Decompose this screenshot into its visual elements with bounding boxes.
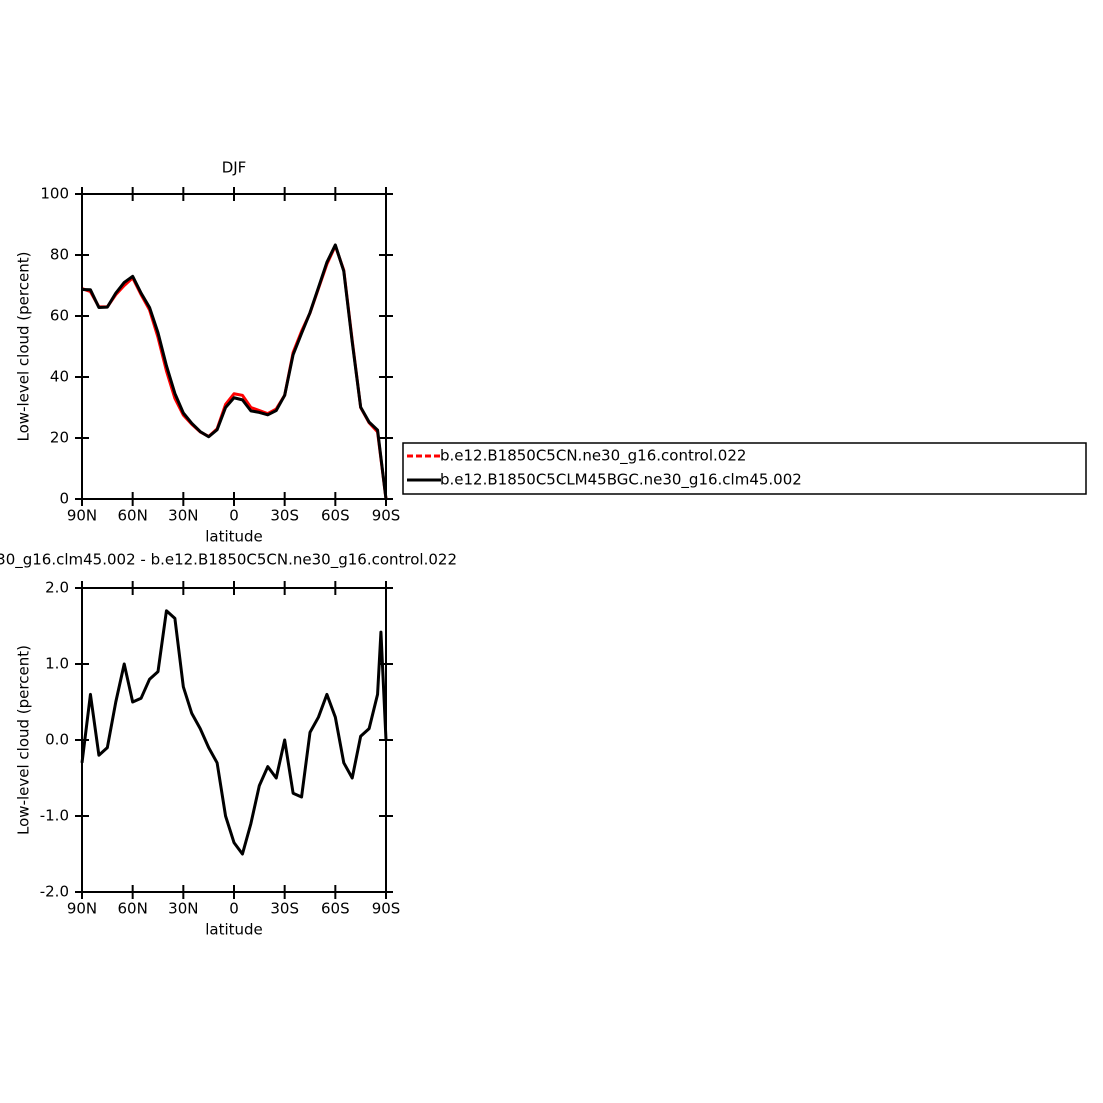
data-line: [80, 609, 388, 856]
y-axis-label: Low-level cloud (percent): [15, 645, 33, 835]
x-tick-label: 90S: [372, 507, 401, 525]
y-tick-label: 2.0: [45, 579, 69, 597]
x-tick-label: 0: [229, 507, 239, 525]
x-tick-label: 60N: [118, 507, 148, 525]
chart-title: DJF: [222, 159, 247, 177]
x-tick-label: 60N: [118, 900, 148, 918]
x-tick-label: 30S: [270, 507, 299, 525]
y-tick-label: -2.0: [40, 883, 69, 901]
legend-label: b.e12.B1850C5CLM45BGC.ne30_g16.clm45.002: [440, 471, 802, 490]
y-axis-label: Low-level cloud (percent): [15, 252, 33, 442]
x-tick-label: 0: [229, 900, 239, 918]
y-tick-label: 40: [50, 368, 69, 386]
y-tick-label: 60: [50, 307, 69, 325]
legend-box: [402, 442, 1087, 495]
x-tick-label: 30S: [270, 900, 299, 918]
legend-label: b.e12.B1850C5CN.ne30_g16.control.022: [440, 447, 746, 466]
x-axis-label: latitude: [205, 921, 263, 939]
y-tick-label: 0: [59, 490, 69, 508]
x-tick-label: 30N: [168, 900, 198, 918]
y-tick-label: 1.0: [45, 655, 69, 673]
y-tick-label: 80: [50, 246, 69, 264]
x-tick-label: 90S: [372, 900, 401, 918]
x-tick-label: 30N: [168, 507, 198, 525]
y-tick-label: 0.0: [45, 731, 69, 749]
x-tick-label: 60S: [321, 900, 350, 918]
x-tick-label: 90N: [67, 507, 97, 525]
data-line: [81, 244, 388, 500]
x-tick-label: 90N: [67, 900, 97, 918]
x-tick-label: 60S: [321, 507, 350, 525]
plot-frame: [81, 193, 387, 500]
x-axis-label: latitude: [205, 528, 263, 546]
chart-title: b.e12.B1850C5CLM45BGC.ne30_g16.clm45.002…: [0, 551, 457, 570]
y-tick-label: 20: [50, 429, 69, 447]
y-tick-label: 100: [40, 185, 69, 203]
data-line: [81, 243, 388, 500]
y-tick-label: -1.0: [40, 807, 69, 825]
plot-frame: [81, 587, 387, 893]
